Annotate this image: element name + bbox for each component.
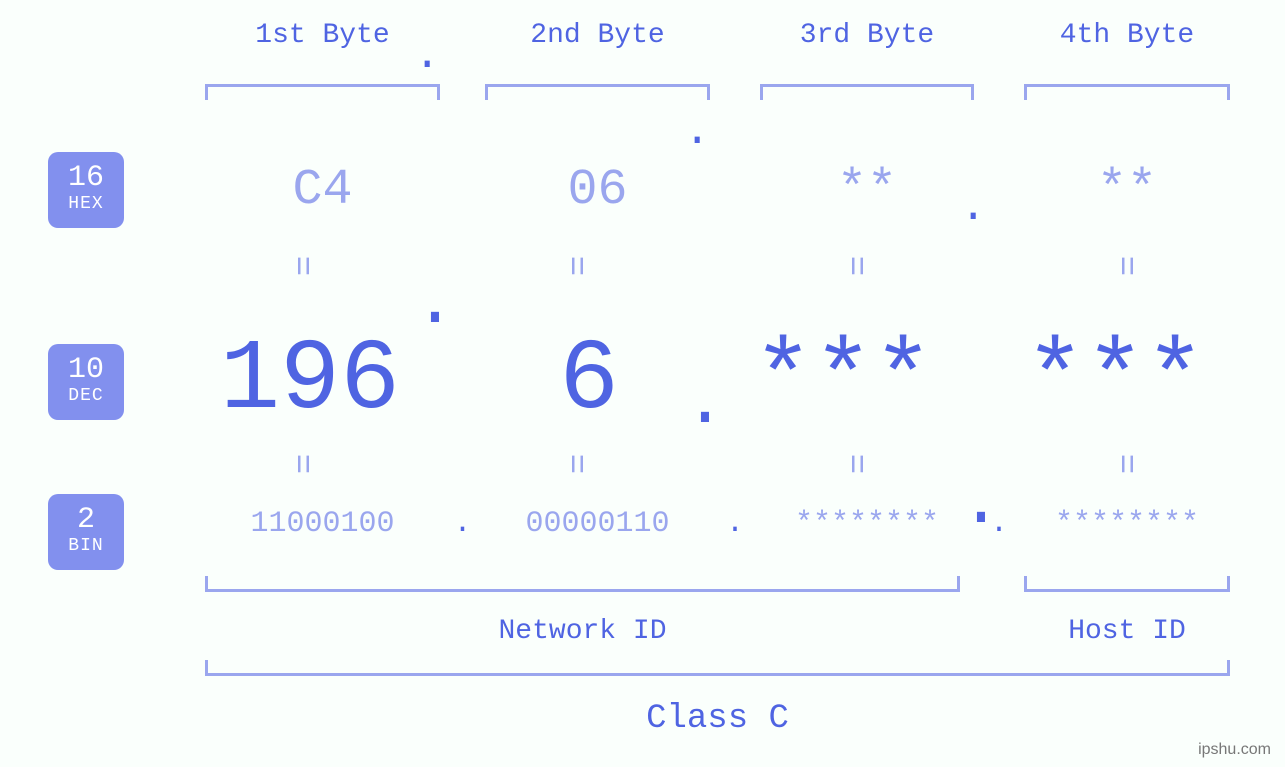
bracket-top-2 <box>485 84 710 100</box>
badge-bin-label: BIN <box>68 535 103 558</box>
hex-dot-1: . <box>414 18 464 94</box>
badge-hex-num: 16 <box>68 163 104 193</box>
hex-byte-4: ** <box>1024 152 1230 228</box>
eq-dec-bin-4: = <box>1105 454 1143 474</box>
bracket-network <box>205 576 960 592</box>
dec-dot-1: . <box>414 254 464 354</box>
badge-dec: 10 DEC <box>48 344 124 420</box>
bin-dot-2: . <box>710 494 760 554</box>
eq-dec-bin-1: = <box>281 454 319 474</box>
eq-hex-dec-1: = <box>281 256 319 276</box>
hex-byte-2: 06 <box>485 152 710 228</box>
hex-byte-3: ** <box>760 152 974 228</box>
badge-hex: 16 HEX <box>48 152 124 228</box>
badge-bin-num: 2 <box>77 505 95 535</box>
bracket-top-1 <box>205 84 440 100</box>
bin-byte-2: 00000110 <box>485 494 710 554</box>
badge-bin: 2 BIN <box>48 494 124 570</box>
bin-dot-3: . <box>974 494 1024 554</box>
bracket-top-4 <box>1024 84 1230 100</box>
watermark: ipshu.com <box>1198 741 1271 759</box>
bracket-class <box>205 660 1230 676</box>
eq-dec-bin-3: = <box>835 454 873 474</box>
badge-hex-label: HEX <box>68 193 103 216</box>
badge-dec-num: 10 <box>68 355 104 385</box>
byte-header-3: 3rd Byte <box>760 20 974 51</box>
bin-byte-3: ******** <box>760 494 974 554</box>
badge-dec-label: DEC <box>68 385 103 408</box>
dec-byte-3: *** <box>714 332 972 432</box>
bracket-host <box>1024 576 1230 592</box>
hex-byte-1: C4 <box>205 152 440 228</box>
eq-hex-dec-2: = <box>555 256 593 276</box>
dec-byte-2: 6 <box>464 332 714 432</box>
class-label: Class C <box>205 700 1230 738</box>
host-id-label: Host ID <box>1024 616 1230 647</box>
bin-dot-1: . <box>440 494 485 554</box>
bin-byte-1: 11000100 <box>205 494 440 554</box>
bracket-top-3 <box>760 84 974 100</box>
eq-hex-dec-4: = <box>1105 256 1143 276</box>
eq-dec-bin-2: = <box>555 454 593 474</box>
eq-hex-dec-3: = <box>835 256 873 276</box>
bin-byte-4: ******** <box>1024 494 1230 554</box>
network-id-label: Network ID <box>205 616 960 647</box>
byte-header-4: 4th Byte <box>1024 20 1230 51</box>
hex-dot-2: . <box>684 94 724 170</box>
dec-byte-1: 196 <box>180 332 440 432</box>
dec-byte-4: *** <box>986 332 1244 432</box>
byte-header-2: 2nd Byte <box>485 20 710 51</box>
byte-header-1: 1st Byte <box>205 20 440 51</box>
hex-dot-3: . <box>960 170 1000 246</box>
